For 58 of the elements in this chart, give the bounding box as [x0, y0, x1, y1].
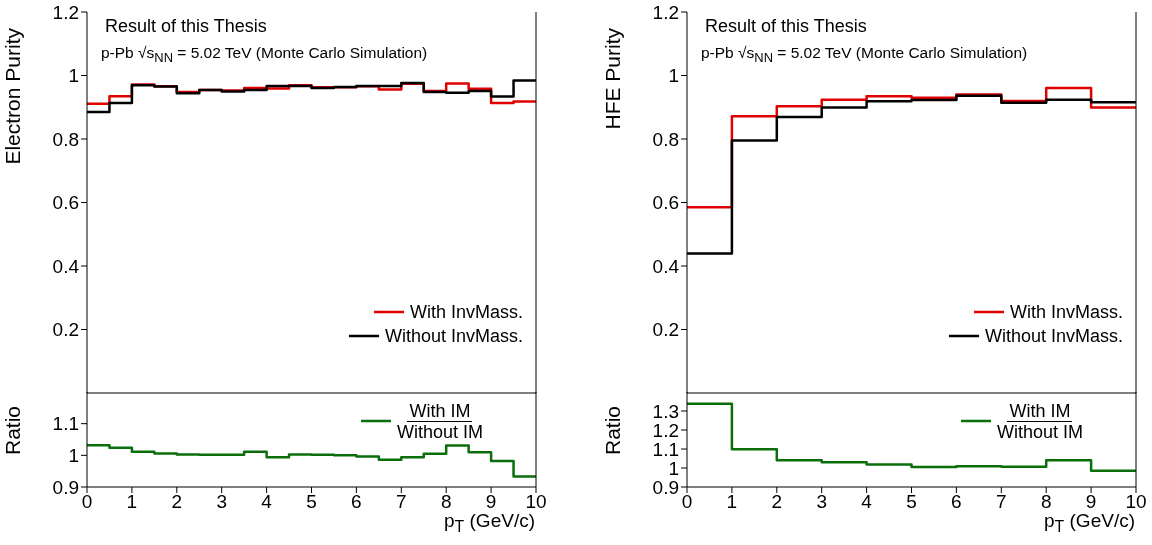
y-axis-title: HFE Purity	[601, 28, 624, 130]
x-tick-label: 10	[1125, 491, 1147, 513]
annotation: p-Pb √s$_{NN}$ = 5.02 TeV (Monte Carlo Simulation)	[101, 44, 428, 66]
y-axis-title: Electron Purity	[1, 28, 24, 165]
x-tick-label: 7	[996, 491, 1007, 513]
y-tick-label: 1.1	[52, 413, 79, 435]
legend-label: With InvMass.	[409, 301, 523, 323]
y-tick-label: 0.9	[652, 476, 679, 498]
legend-label: With IM Without IM	[396, 400, 483, 442]
y-tick-label: 1.2	[652, 1, 679, 23]
y-tick-label: 1.2	[52, 1, 79, 23]
x-tick-label: 0	[681, 491, 693, 513]
y-tick-label: 0.2	[52, 319, 79, 341]
y-tick-label: 0.8	[652, 128, 679, 150]
legend-label: Without InvMass.	[984, 325, 1123, 347]
x-tick-label: 1	[726, 491, 738, 513]
y-tick-label: 1	[68, 65, 79, 87]
x-tick-label: 8	[1040, 491, 1052, 513]
y-tick-label: 0.6	[652, 192, 679, 214]
x-tick-label: 3	[216, 491, 227, 513]
y-axis-title: Ratio	[1, 406, 24, 456]
y-tick-label: 1.1	[652, 438, 679, 460]
y-tick-label: 0.9	[52, 476, 79, 498]
x-tick-label: 4	[861, 491, 873, 513]
y-axis-title: Ratio	[601, 406, 624, 456]
x-tick-label: 5	[906, 491, 917, 513]
annotation: Result of this Thesis	[705, 16, 867, 36]
y-tick-label: 1	[68, 445, 79, 467]
annotation: p-Pb √s$_{NN}$ = 5.02 TeV (Monte Carlo Simulation)	[701, 44, 1028, 66]
y-tick-label: 0.2	[652, 319, 679, 341]
y-tick-label: 0.8	[52, 128, 79, 150]
x-tick-label: 5	[306, 491, 317, 513]
x-axis-title: p$_{T}$ (GeV/c)	[1044, 510, 1135, 535]
legend-label: With InvMass.	[1009, 301, 1123, 323]
y-tick-label: 1	[668, 457, 679, 479]
x-tick-label: 3	[816, 491, 827, 513]
y-tick-label: 1.2	[652, 419, 679, 441]
x-axis-title: p$_{T}$ (GeV/c)	[444, 510, 535, 535]
y-tick-label: 0.4	[652, 255, 680, 277]
x-tick-label: 9	[1085, 491, 1097, 513]
x-tick-label: 6	[951, 491, 962, 513]
x-tick-label: 2	[171, 491, 183, 513]
x-tick-label: 2	[771, 491, 783, 513]
x-tick-label: 6	[351, 491, 362, 513]
y-tick-label: 1.3	[652, 400, 679, 422]
y-tick-label: 0.6	[52, 192, 79, 214]
y-tick-label: 1	[668, 65, 679, 87]
x-tick-label: 0	[81, 491, 93, 513]
x-tick-label: 9	[485, 491, 497, 513]
legend-label: With IM Without IM	[996, 400, 1083, 442]
annotation: Result of this Thesis	[105, 16, 267, 36]
x-tick-label: 4	[261, 491, 273, 513]
x-tick-label: 8	[440, 491, 452, 513]
legend-label: Without InvMass.	[384, 325, 523, 347]
x-tick-label: 7	[396, 491, 407, 513]
x-tick-label: 1	[126, 491, 138, 513]
x-tick-label: 10	[525, 491, 547, 513]
y-tick-label: 0.4	[52, 255, 80, 277]
